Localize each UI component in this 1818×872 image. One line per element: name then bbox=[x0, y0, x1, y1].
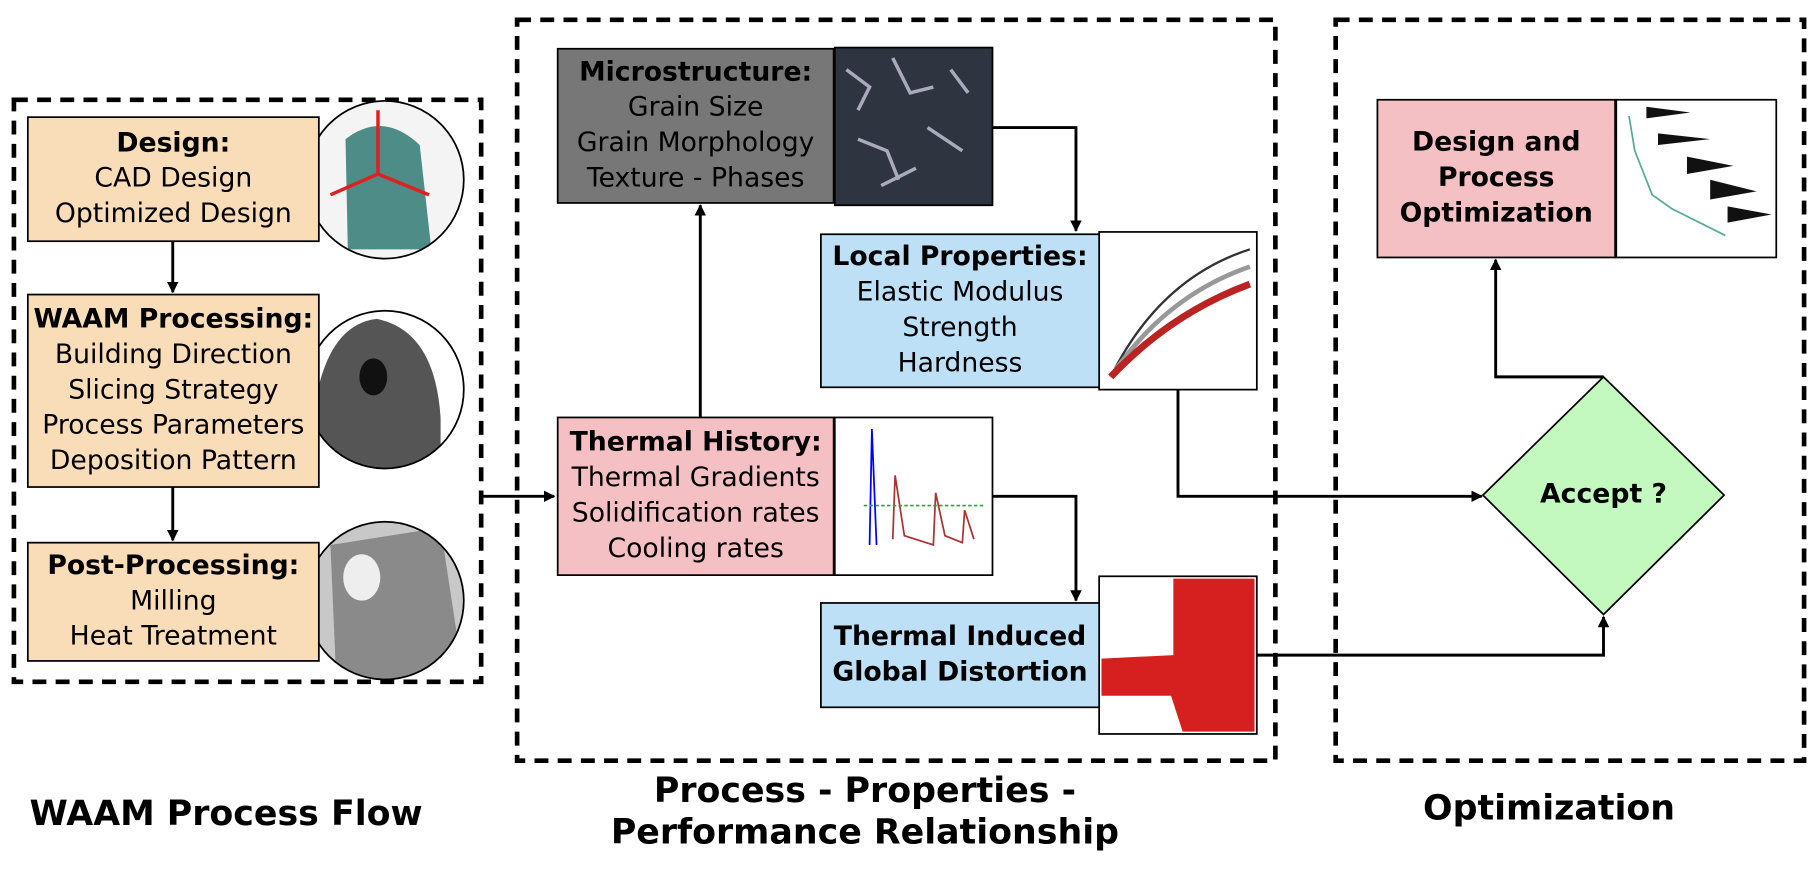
optimization-plot bbox=[1615, 98, 1778, 259]
arrow bbox=[1489, 258, 1604, 379]
process-box bbox=[556, 47, 835, 204]
box-line: Grain Morphology bbox=[577, 127, 815, 158]
box-title: WAAM Processing: bbox=[33, 304, 313, 335]
box-line: Thermal Gradients bbox=[571, 462, 820, 493]
box-line: Texture - Phases bbox=[586, 162, 805, 193]
box-title: Process bbox=[1438, 162, 1555, 193]
group-frame bbox=[1333, 17, 1807, 763]
photo bbox=[305, 309, 465, 470]
stress-strain-plot bbox=[1098, 231, 1258, 391]
process-box bbox=[820, 233, 1101, 389]
box-line: Strength bbox=[902, 312, 1017, 343]
box-title: Optimization bbox=[1400, 197, 1593, 228]
decision-label: Accept ? bbox=[1540, 479, 1667, 510]
box-line: Hardness bbox=[898, 347, 1023, 378]
arrow bbox=[1176, 389, 1483, 503]
box-line: Cooling rates bbox=[607, 533, 783, 564]
process-box bbox=[556, 416, 835, 577]
process-box bbox=[26, 116, 320, 243]
box-title: Post-Processing: bbox=[47, 550, 299, 581]
box-line: Elastic Modulus bbox=[857, 277, 1064, 308]
arrow bbox=[992, 494, 1082, 602]
photo bbox=[305, 520, 465, 681]
group-frame bbox=[11, 97, 484, 685]
box-line: Deposition Pattern bbox=[50, 445, 297, 476]
layout bbox=[11, 17, 1807, 763]
arrow bbox=[992, 126, 1082, 232]
micrograph bbox=[833, 46, 994, 207]
box-line: Grain Size bbox=[628, 92, 763, 123]
group-caption: Optimization bbox=[1423, 788, 1675, 828]
distortion-mesh bbox=[1098, 575, 1258, 735]
box-line: Heat Treatment bbox=[70, 621, 277, 652]
process-box bbox=[26, 541, 320, 662]
box-line: CAD Design bbox=[94, 163, 252, 194]
box-line: Optimized Design bbox=[55, 198, 292, 229]
box-line: Milling bbox=[130, 585, 216, 616]
decision-diamond bbox=[1481, 375, 1726, 616]
box-title: Global Distortion bbox=[832, 656, 1087, 687]
box-title: Thermal Induced bbox=[834, 621, 1086, 652]
process-box bbox=[26, 293, 320, 488]
box-line: Building Direction bbox=[55, 339, 292, 370]
box-title: Microstructure: bbox=[579, 56, 812, 87]
group-caption: Performance Relationship bbox=[611, 813, 1119, 853]
group-caption: WAAM Process Flow bbox=[30, 794, 423, 834]
box-title: Thermal History: bbox=[570, 427, 822, 458]
box-line: Solidification rates bbox=[572, 497, 820, 528]
process-box bbox=[1376, 98, 1616, 259]
group-frame bbox=[514, 17, 1278, 763]
temperature-plot bbox=[833, 416, 994, 577]
arrow bbox=[1256, 615, 1610, 657]
box-line: Process Parameters bbox=[42, 410, 304, 441]
box-line: Slicing Strategy bbox=[68, 374, 278, 405]
process-box bbox=[820, 602, 1101, 709]
box-title: Design and bbox=[1412, 127, 1581, 158]
box-title: Design: bbox=[116, 127, 230, 158]
group-caption: Process - Properties - bbox=[654, 771, 1076, 811]
box-title: Local Properties: bbox=[832, 241, 1087, 272]
photo bbox=[305, 100, 465, 260]
